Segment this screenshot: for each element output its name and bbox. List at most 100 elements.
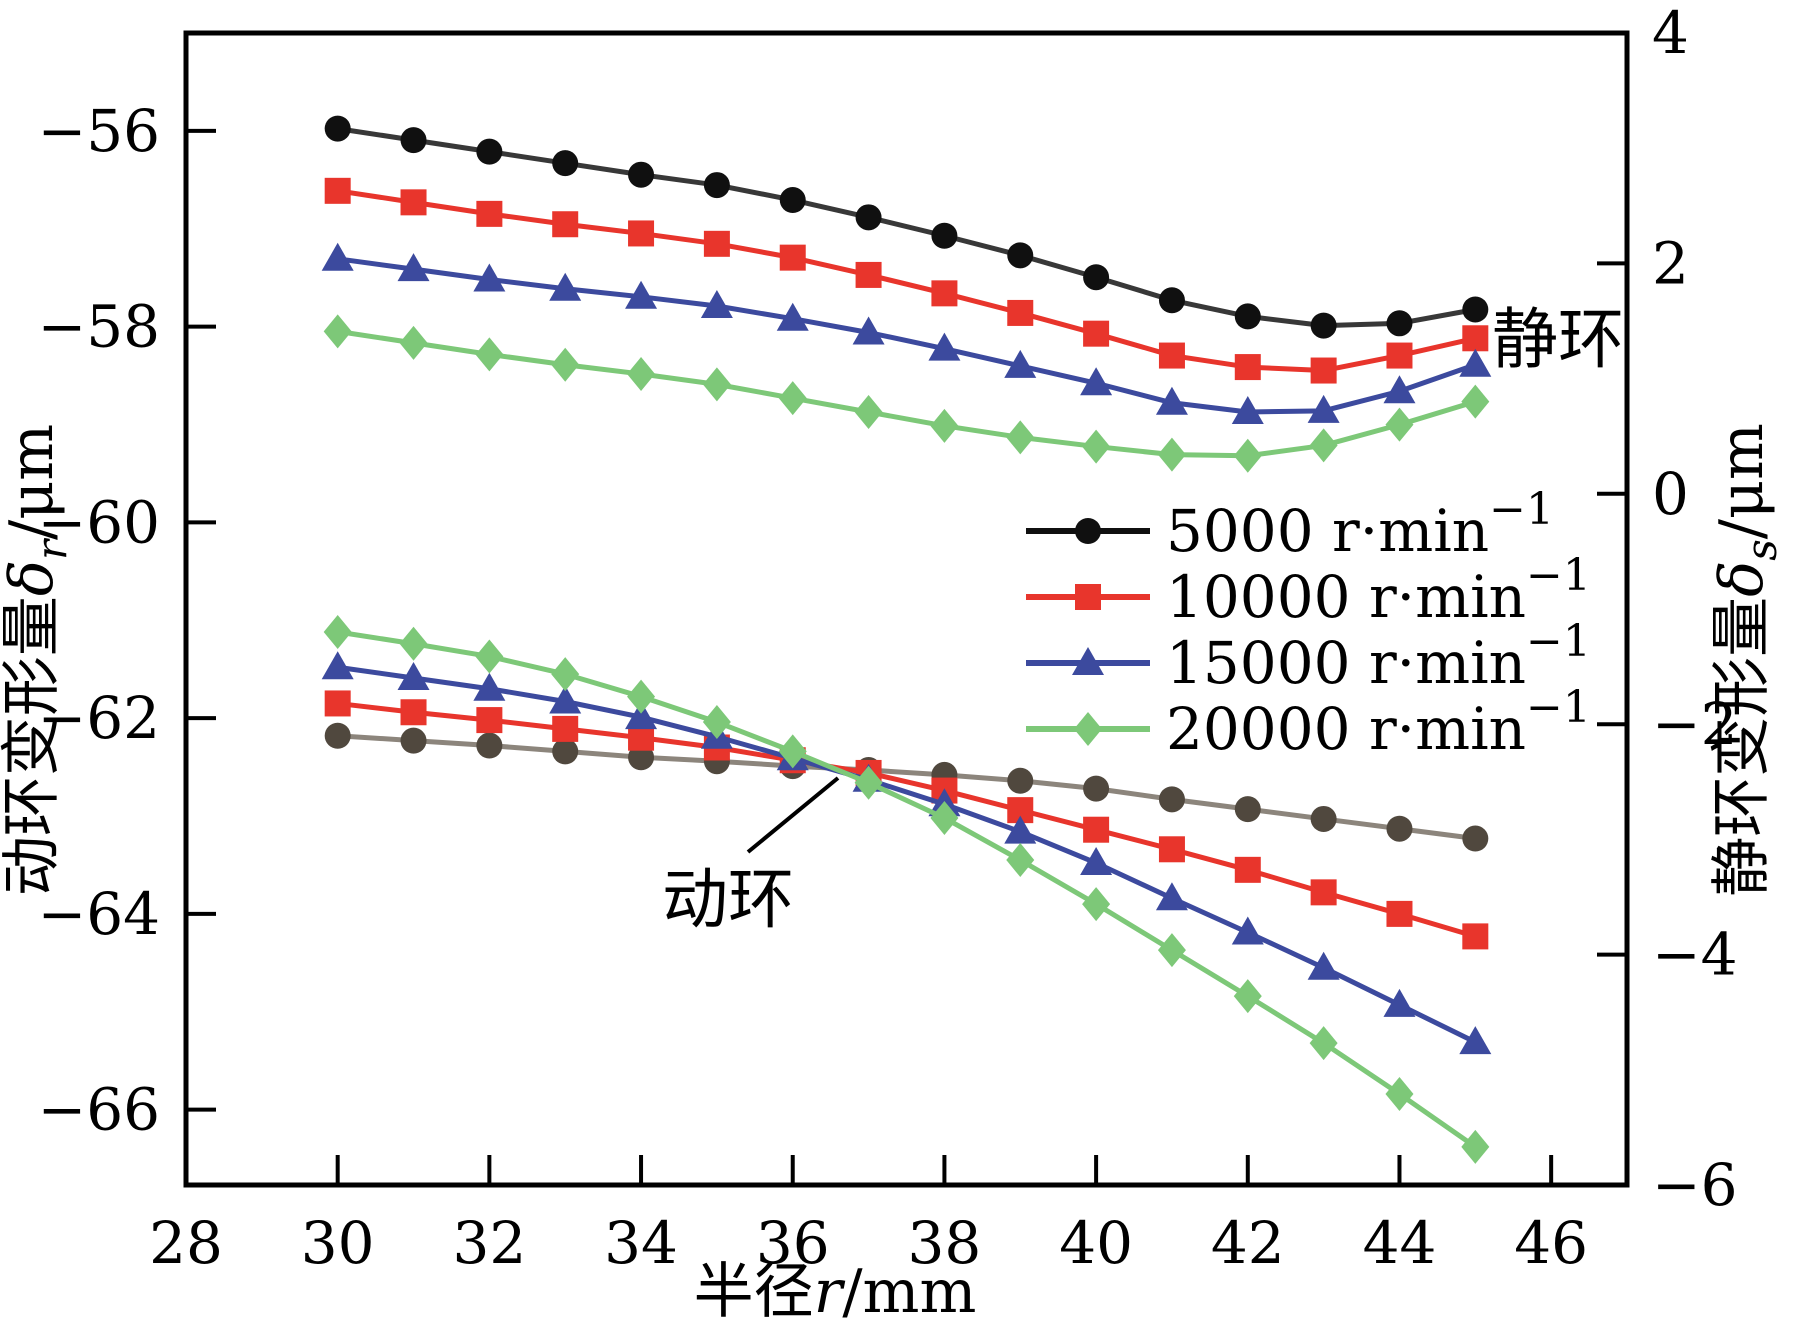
series-marker-4 bbox=[1386, 815, 1413, 842]
right-y-tick-label: 0 bbox=[1652, 460, 1689, 528]
legend-label-15000: 15000 r·min−1 bbox=[1166, 616, 1591, 698]
series-marker-2 bbox=[1383, 375, 1416, 404]
series-marker-0 bbox=[1462, 296, 1489, 323]
series-marker-0 bbox=[400, 127, 427, 154]
series-marker-7 bbox=[854, 765, 883, 800]
series-marker-0 bbox=[703, 172, 730, 199]
series-marker-1 bbox=[1386, 342, 1413, 369]
series-marker-5 bbox=[324, 690, 351, 717]
series-marker-6 bbox=[625, 701, 658, 730]
series-marker-7 bbox=[323, 615, 352, 650]
series-marker-4 bbox=[628, 744, 655, 771]
series-marker-3 bbox=[778, 381, 807, 416]
legend-label-20000: 20000 r·min−1 bbox=[1166, 682, 1591, 764]
legend-marker-0 bbox=[1075, 518, 1101, 544]
series-marker-2 bbox=[1004, 349, 1037, 378]
series-marker-1 bbox=[324, 177, 351, 204]
right-y-axis-title: 静环变形量δs/μm bbox=[1707, 423, 1786, 897]
series-marker-3 bbox=[627, 356, 656, 391]
series-marker-6 bbox=[1459, 1026, 1492, 1055]
series-marker-4 bbox=[476, 732, 503, 759]
series-marker-0 bbox=[476, 138, 503, 165]
legend-symbols bbox=[1026, 518, 1150, 746]
series-line-6 bbox=[335, 664, 1478, 1045]
series-line-7 bbox=[335, 629, 1478, 1150]
left-y-tick-label: −60 bbox=[38, 488, 160, 556]
series-marker-2 bbox=[700, 290, 733, 319]
legend-label-5000: 5000 r·min−1 bbox=[1166, 484, 1554, 566]
series-marker-7 bbox=[702, 705, 731, 740]
x-tick-label: 28 bbox=[149, 1209, 223, 1277]
legend-label-10000: 10000 r·min−1 bbox=[1166, 550, 1591, 632]
series-marker-4 bbox=[1083, 775, 1110, 802]
series-marker-4 bbox=[1462, 825, 1489, 852]
series-marker-3 bbox=[399, 325, 428, 360]
series-marker-3 bbox=[702, 367, 731, 402]
right-y-tick-label: 4 bbox=[1652, 0, 1689, 67]
series-marker-6 bbox=[321, 651, 354, 680]
series-marker-0 bbox=[324, 115, 351, 142]
right-y-tick-label: −2 bbox=[1652, 690, 1738, 758]
series-marker-5 bbox=[476, 707, 503, 734]
plot-border bbox=[183, 30, 1630, 1188]
right-y-tick-label: −4 bbox=[1652, 921, 1738, 989]
series-marker-1 bbox=[1462, 325, 1489, 352]
x-tick-label: 34 bbox=[604, 1209, 678, 1277]
series-marker-0 bbox=[931, 222, 958, 249]
series-marker-0 bbox=[855, 204, 882, 231]
series-marker-1 bbox=[703, 230, 730, 257]
series-marker-7 bbox=[1233, 979, 1262, 1014]
series-marker-6 bbox=[397, 662, 430, 691]
series-marker-1 bbox=[552, 211, 579, 238]
series-marker-3 bbox=[1082, 429, 1111, 464]
axis-ticks-layer: 28 30 32 34 36 38 40 42 44 46−56−58−60−62−64−6642… bbox=[38, 0, 1738, 1277]
series-marker-1 bbox=[1158, 342, 1185, 369]
series-marker-3 bbox=[323, 314, 352, 349]
series-marker-0 bbox=[1386, 310, 1413, 337]
series-marker-7 bbox=[778, 734, 807, 769]
static-ring-annotation: 静环 bbox=[1492, 301, 1624, 378]
series-marker-2 bbox=[1080, 367, 1113, 396]
series-marker-5 bbox=[1234, 856, 1261, 883]
series-marker-6 bbox=[1080, 846, 1113, 875]
series-marker-5 bbox=[1158, 836, 1185, 863]
series-line-0 bbox=[335, 126, 1478, 329]
series-marker-3 bbox=[475, 337, 504, 372]
x-axis-title: 半径r/mm bbox=[694, 1257, 977, 1327]
series-marker-3 bbox=[1309, 428, 1338, 463]
series-marker-4 bbox=[1007, 767, 1034, 794]
series-marker-4 bbox=[324, 722, 351, 749]
series-marker-5 bbox=[400, 699, 427, 726]
series-marker-2 bbox=[1155, 386, 1188, 415]
series-marker-7 bbox=[627, 679, 656, 714]
x-tick-label: 46 bbox=[1514, 1209, 1588, 1277]
x-tick-label: 30 bbox=[301, 1209, 375, 1277]
series-line-4 bbox=[335, 733, 1478, 842]
series-marker-1 bbox=[779, 244, 806, 271]
series-marker-1 bbox=[628, 220, 655, 247]
x-tick-label: 38 bbox=[908, 1209, 982, 1277]
series-marker-1 bbox=[1083, 320, 1110, 347]
moving-ring-annotation: 动环 bbox=[662, 861, 794, 938]
series-marker-0 bbox=[1007, 242, 1034, 269]
series-marker-6 bbox=[549, 685, 582, 714]
series-marker-3 bbox=[1006, 420, 1035, 455]
series-marker-7 bbox=[1461, 1129, 1490, 1164]
series-marker-1 bbox=[476, 200, 503, 227]
series-marker-4 bbox=[1310, 805, 1337, 832]
left-y-axis-title: 动环变形量δr/μm bbox=[0, 424, 76, 896]
series-marker-4 bbox=[1158, 786, 1185, 813]
series-marker-4 bbox=[1234, 796, 1261, 823]
left-y-tick-label: −58 bbox=[38, 293, 160, 361]
left-y-tick-label: −64 bbox=[38, 880, 160, 948]
series-marker-2 bbox=[1459, 348, 1492, 377]
series-marker-5 bbox=[1386, 900, 1413, 927]
right-y-tick-label: 2 bbox=[1652, 229, 1689, 297]
series-marker-0 bbox=[1158, 287, 1185, 314]
series-marker-2 bbox=[397, 253, 430, 282]
series-marker-4 bbox=[552, 738, 579, 765]
x-tick-label: 40 bbox=[1059, 1209, 1133, 1277]
left-y-tick-label: −62 bbox=[38, 684, 160, 752]
